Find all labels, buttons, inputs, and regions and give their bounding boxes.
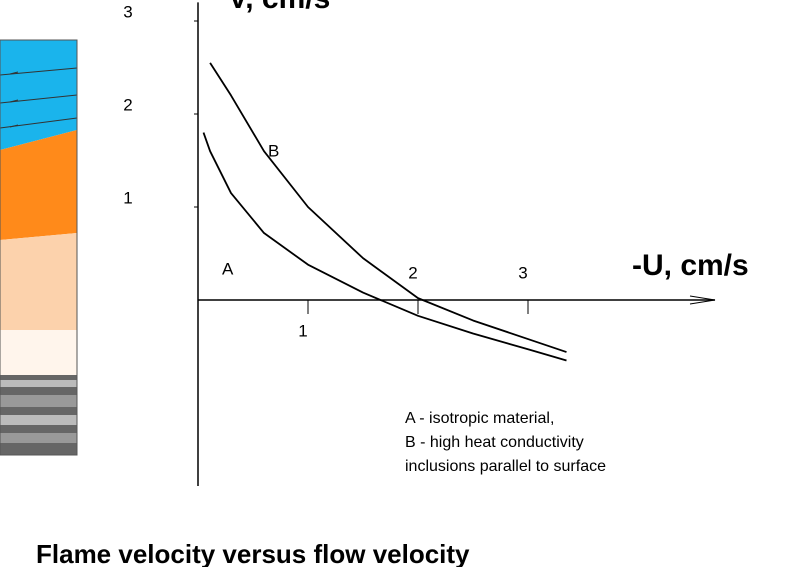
y-tick-label: 1 [123, 188, 132, 207]
chart-title: Flame velocity versus flow velocity [36, 539, 470, 567]
legend-text: inclusions parallel to surface [405, 458, 606, 475]
x-tick-label: 3 [518, 263, 527, 282]
x-axis-title: -U, cm/s [632, 249, 749, 282]
series-label: B [268, 141, 279, 160]
x-tick-label: 2 [408, 263, 417, 282]
series-label: A [222, 259, 234, 278]
legend-text: B - high heat conductivity [405, 434, 584, 451]
series-line [204, 133, 567, 361]
series-line [210, 63, 566, 352]
y-tick-label: 2 [123, 95, 132, 114]
y-tick-label: 3 [123, 2, 132, 21]
layer-illustration [0, 40, 77, 455]
page: {"chart_data": {"type": "line", "title":… [0, 0, 789, 567]
y-axis-title: V, cm/s [228, 0, 330, 15]
slide: V, cm/s -U, cm/s Flame velocity versus f… [0, 0, 789, 567]
x-tick-label: 1 [298, 321, 307, 340]
legend-text: A - isotropic material, [405, 410, 554, 427]
